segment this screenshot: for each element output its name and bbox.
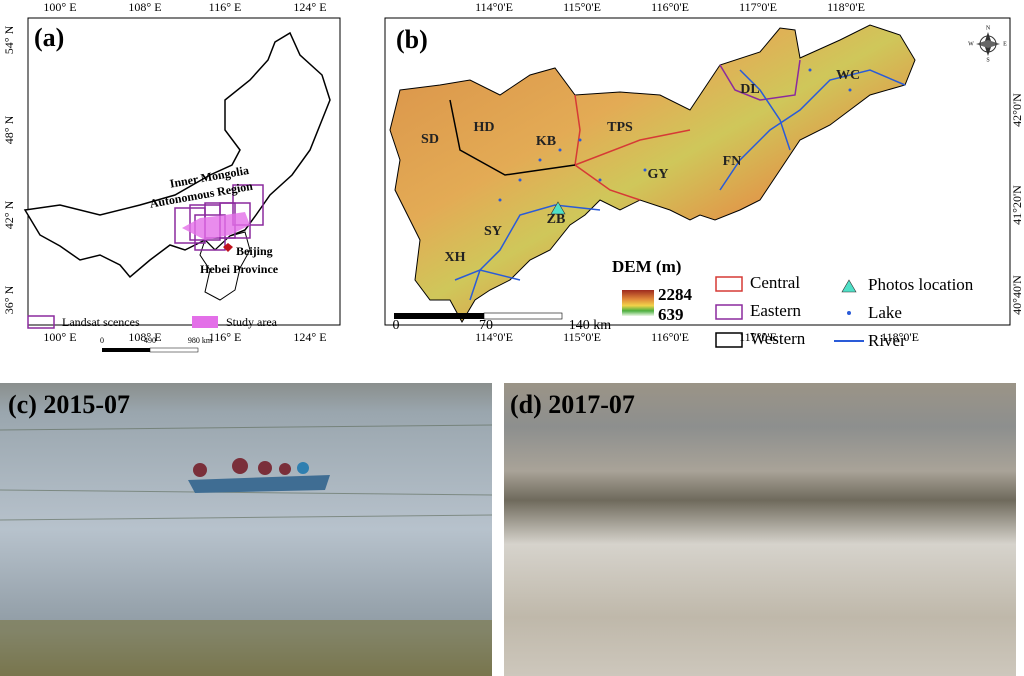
- foreground-grass: [0, 620, 492, 676]
- study-area-dem: [389, 24, 916, 324]
- legend-swatch: [847, 311, 851, 315]
- lon-label: 114°0'E: [475, 0, 513, 14]
- reeds: [0, 424, 493, 521]
- legend-label: Lake: [868, 303, 902, 322]
- dem-max: 2284: [658, 285, 693, 304]
- region-label: KB: [536, 134, 556, 149]
- legend-label: Landsat scences: [62, 315, 140, 329]
- province-label: Hebei Province: [200, 262, 279, 276]
- compass-label: S: [986, 57, 989, 63]
- legend-swatch: [715, 332, 743, 348]
- scale-label: 0: [100, 336, 104, 345]
- photo-c: (c) 2015-07: [0, 383, 493, 676]
- city-label: Beijing: [236, 244, 273, 258]
- region-label: TPS: [607, 120, 633, 135]
- scale-label: 70: [479, 318, 493, 333]
- lakes: [498, 68, 852, 202]
- legend-label: Photos location: [868, 275, 974, 294]
- lon-label: 116°0'E: [651, 0, 689, 14]
- lon-label: 116° E: [209, 330, 242, 344]
- inner-mongolia-outline: [23, 31, 331, 279]
- lon-label: 108° E: [128, 330, 161, 344]
- region-label: SD: [421, 132, 439, 147]
- boat: [188, 475, 330, 493]
- scale-label: 980 km: [188, 336, 213, 345]
- lat-label: 36° N: [2, 285, 16, 314]
- lon-label: 118°0'E: [881, 330, 919, 344]
- lon-label: 118°0'E: [827, 0, 865, 14]
- lat-label: 40°40'N: [1010, 275, 1024, 315]
- legend-label: River: [868, 331, 906, 350]
- lon-label: 117°0'E: [739, 330, 777, 344]
- lon-label: 116° E: [209, 0, 242, 14]
- legend-swatch: [715, 304, 743, 320]
- lon-label: 115°0'E: [563, 330, 601, 344]
- compass-label: N: [986, 25, 991, 31]
- beijing-marker: [223, 243, 233, 252]
- scale-bar: [483, 312, 563, 320]
- legend-label: Western: [750, 329, 806, 348]
- lon-label: 116°0'E: [651, 330, 689, 344]
- lon-label: 117°0'E: [739, 0, 777, 14]
- lon-label: 100° E: [43, 330, 76, 344]
- compass: N E S W: [968, 25, 1007, 63]
- lat-label: 48° N: [2, 115, 16, 144]
- photo: [504, 383, 1016, 676]
- rivers: [454, 69, 906, 301]
- lon-label: 108° E: [128, 0, 161, 14]
- lon-label: 115°0'E: [563, 0, 601, 14]
- dem-colorbar: [622, 290, 654, 316]
- panel-a: (a) Inner Mongolia Autonomous Region Bei…: [2, 0, 341, 353]
- lat-label: 42° N: [2, 200, 16, 229]
- panel-b: SD HD KB TPS GY ZB SY XH DL FN WC (b) 11…: [384, 0, 1024, 350]
- compass-label: E: [1003, 41, 1007, 47]
- study-area: [182, 212, 250, 240]
- legend-swatch: [841, 279, 857, 293]
- scale-bar: [149, 347, 199, 353]
- scale-bar: [394, 313, 484, 319]
- panel-label: (b): [396, 25, 428, 54]
- lon-label: 100° E: [43, 0, 76, 14]
- legend-swatch: [192, 316, 218, 328]
- scale-label: 140 km: [569, 318, 612, 333]
- photo-d: (d) 2017-07: [504, 383, 1016, 676]
- region-label: GY: [648, 167, 669, 182]
- legend-label: Study area: [226, 315, 278, 329]
- dem-min: 639: [658, 305, 684, 324]
- photo-label: (d) 2017-07: [510, 390, 635, 419]
- photo-label: (c) 2015-07: [8, 390, 130, 419]
- region-label: XH: [445, 250, 466, 265]
- scale-bar: [102, 348, 150, 352]
- lat-label: 41°20'N: [1010, 185, 1024, 225]
- lon-label: 124° E: [293, 0, 326, 14]
- legend-label: Eastern: [750, 301, 801, 320]
- scale-label: 490: [144, 336, 156, 345]
- region-label: ZB: [547, 212, 566, 227]
- scale-label: 0: [393, 318, 400, 333]
- compass-label: W: [968, 41, 974, 47]
- region-label: WC: [836, 68, 860, 83]
- lon-label: 124° E: [293, 330, 326, 344]
- lat-label: 42°0'N: [1010, 93, 1024, 127]
- legend-label: Central: [750, 273, 800, 292]
- photos-location: [550, 201, 566, 215]
- region-label: DL: [740, 82, 759, 97]
- lon-label: 114°0'E: [475, 330, 513, 344]
- region-label: HD: [474, 120, 495, 135]
- region-label: SY: [484, 224, 502, 239]
- lat-label: 54° N: [2, 25, 16, 54]
- legend-swatch: [27, 315, 55, 329]
- region-label: FN: [723, 154, 742, 169]
- people: [193, 458, 309, 477]
- legend-swatch: [715, 276, 743, 292]
- region-borders: [449, 59, 801, 201]
- panel-label: (a): [34, 23, 64, 52]
- dem-title: DEM (m): [612, 257, 681, 276]
